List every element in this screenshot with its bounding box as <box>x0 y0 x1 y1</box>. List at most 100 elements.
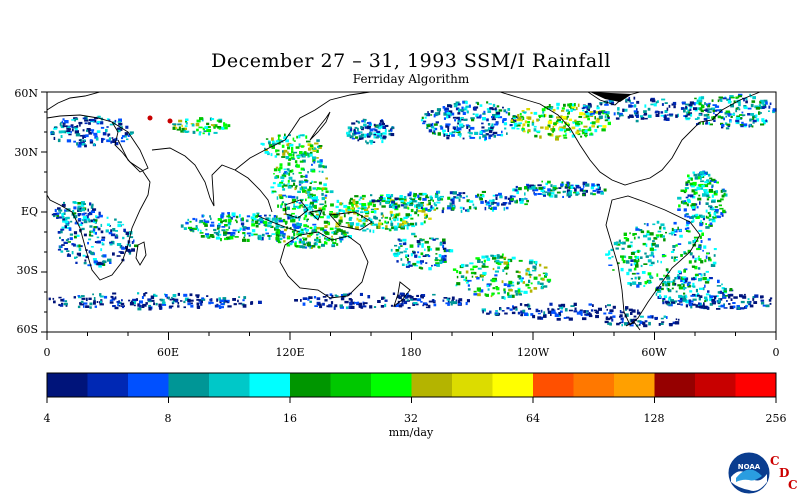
rainfall-cell <box>696 186 701 191</box>
rainfall-cell <box>68 227 72 231</box>
rainfall-cell <box>443 297 448 299</box>
rainfall-cell <box>424 248 426 251</box>
rainfall-cell <box>541 180 543 183</box>
rainfall-cell <box>694 176 698 180</box>
rainfall-cell <box>355 226 359 230</box>
rainfall-cell <box>372 128 376 130</box>
rainfall-cell <box>393 227 398 231</box>
rainfall-cell <box>206 295 209 297</box>
rainfall-cell <box>643 324 648 328</box>
rainfall-cell <box>489 207 493 210</box>
rainfall-cell <box>752 116 755 120</box>
rainfall-cell <box>343 204 348 208</box>
rainfall-cell <box>298 134 301 139</box>
rainfall-cell <box>634 276 637 280</box>
rainfall-cell <box>619 315 621 318</box>
rainfall-cell <box>301 145 304 148</box>
rainfall-cell <box>597 185 600 189</box>
rainfall-cell <box>286 237 291 240</box>
rainfall-cell <box>200 235 205 238</box>
rainfall-cell <box>68 133 72 136</box>
rainfall-cell <box>534 193 537 196</box>
rainfall-cell <box>94 305 97 308</box>
rainfall-cell <box>584 131 588 135</box>
rainfall-cell <box>741 121 744 124</box>
rainfall-cell <box>294 242 297 246</box>
rainfall-cell <box>548 104 551 108</box>
rainfall-cell <box>564 186 569 189</box>
rainfall-cell <box>760 99 764 102</box>
rainfall-cell <box>555 135 559 140</box>
rainfall-cell <box>210 124 213 126</box>
rainfall-cell <box>282 152 286 156</box>
rainfall-cell <box>370 194 373 197</box>
rainfall-cell <box>512 305 514 308</box>
rainfall-cell <box>257 213 259 217</box>
rainfall-cell <box>403 196 407 199</box>
rainfall-cell <box>447 196 451 200</box>
rainfall-cell <box>513 117 516 119</box>
rainfall-cell <box>627 282 632 285</box>
rainfall-cell <box>424 302 428 305</box>
rainfall-cell <box>380 305 385 308</box>
rainfall-cell <box>121 137 124 140</box>
rainfall-cell <box>406 226 409 230</box>
rainfall-cell <box>651 244 653 248</box>
rainfall-cell <box>629 324 634 327</box>
rainfall-cell <box>358 219 362 223</box>
rainfall-cell <box>298 205 301 209</box>
rainfall-cell <box>542 110 545 114</box>
rainfall-cell <box>415 303 419 306</box>
rainfall-cell <box>518 187 522 191</box>
rainfall-cell <box>739 294 743 298</box>
rainfall-cell <box>649 247 654 251</box>
rainfall-cell <box>317 145 320 149</box>
rainfall-cell <box>740 300 745 304</box>
rainfall-cell <box>481 255 486 259</box>
rainfall-cell <box>116 127 122 132</box>
rainfall-cell <box>329 211 333 213</box>
rainfall-cell <box>505 206 509 210</box>
rainfall-cell <box>675 276 678 280</box>
rainfall-cell <box>548 106 553 110</box>
rainfall-cell <box>85 297 88 302</box>
rainfall-cell <box>173 124 177 127</box>
rainfall-cell <box>551 128 556 132</box>
rainfall-cell <box>683 208 687 212</box>
rainfall-cell <box>242 299 245 302</box>
rainfall-cell <box>148 304 152 308</box>
rainfall-cell <box>760 299 765 302</box>
rainfall-cell <box>452 268 457 271</box>
rainfall-cell <box>622 108 625 112</box>
rainfall-cell <box>458 198 461 202</box>
rainfall-cell <box>693 236 699 239</box>
rainfall-cell <box>496 113 500 116</box>
rainfall-cell <box>198 221 202 224</box>
rainfall-cell <box>644 117 648 120</box>
rainfall-cell <box>372 203 376 208</box>
rainfall-cell <box>62 122 66 125</box>
rainfall-cell <box>708 277 713 280</box>
rainfall-cell <box>606 308 608 311</box>
rainfall-cell <box>498 109 503 112</box>
rainfall-cell <box>587 105 591 109</box>
rainfall-cell <box>696 123 698 126</box>
rainfall-cell <box>313 181 317 183</box>
rainfall-cell <box>376 125 379 129</box>
colorbar-label-4: 4 <box>43 412 51 425</box>
rainfall-cell <box>492 206 497 210</box>
rainfall-cell <box>659 226 662 230</box>
rainfall-cell <box>244 234 246 237</box>
rainfall-cell <box>370 222 375 225</box>
rainfall-cell <box>532 119 534 123</box>
rainfall-cell <box>636 284 640 288</box>
rainfall-cell <box>711 208 716 211</box>
rainfall-cell <box>430 110 434 113</box>
rainfall-cell <box>220 303 225 306</box>
rainfall-cell <box>544 126 549 130</box>
rainfall-cell <box>688 109 691 112</box>
rainfall-cell <box>442 247 447 250</box>
rainfall-cell <box>543 266 548 269</box>
rainfall-cell <box>635 261 639 266</box>
rainfall-cell <box>412 251 416 254</box>
